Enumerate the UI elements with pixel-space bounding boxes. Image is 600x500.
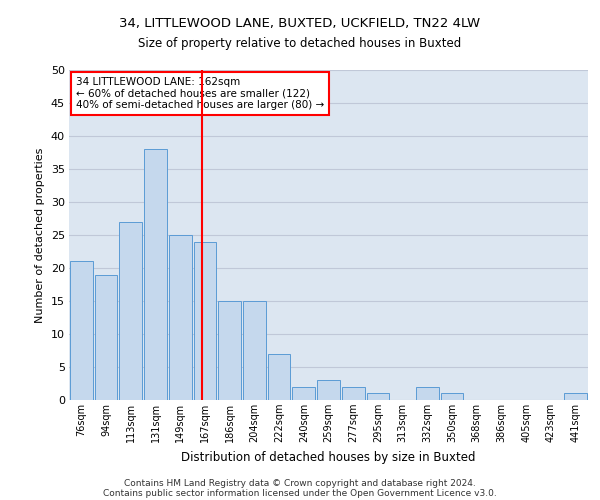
Y-axis label: Number of detached properties: Number of detached properties [35, 148, 45, 322]
Bar [564, 394, 587, 400]
Bar [317, 380, 340, 400]
Bar [367, 394, 389, 400]
Bar [218, 301, 241, 400]
X-axis label: Distribution of detached houses by size in Buxted: Distribution of detached houses by size … [181, 450, 476, 464]
Text: Contains public sector information licensed under the Open Government Licence v3: Contains public sector information licen… [103, 488, 497, 498]
Bar [268, 354, 290, 400]
Bar [292, 387, 315, 400]
Bar [416, 387, 439, 400]
Text: 34, LITTLEWOOD LANE, BUXTED, UCKFIELD, TN22 4LW: 34, LITTLEWOOD LANE, BUXTED, UCKFIELD, T… [119, 18, 481, 30]
Bar [119, 222, 142, 400]
Text: 34 LITTLEWOOD LANE: 162sqm
← 60% of detached houses are smaller (122)
40% of sem: 34 LITTLEWOOD LANE: 162sqm ← 60% of deta… [76, 77, 324, 110]
Bar [169, 235, 191, 400]
Bar [144, 149, 167, 400]
Bar [441, 394, 463, 400]
Bar [342, 387, 365, 400]
Bar [243, 301, 266, 400]
Bar [70, 262, 93, 400]
Text: Contains HM Land Registry data © Crown copyright and database right 2024.: Contains HM Land Registry data © Crown c… [124, 478, 476, 488]
Text: Size of property relative to detached houses in Buxted: Size of property relative to detached ho… [139, 38, 461, 51]
Bar [194, 242, 216, 400]
Bar [95, 274, 118, 400]
